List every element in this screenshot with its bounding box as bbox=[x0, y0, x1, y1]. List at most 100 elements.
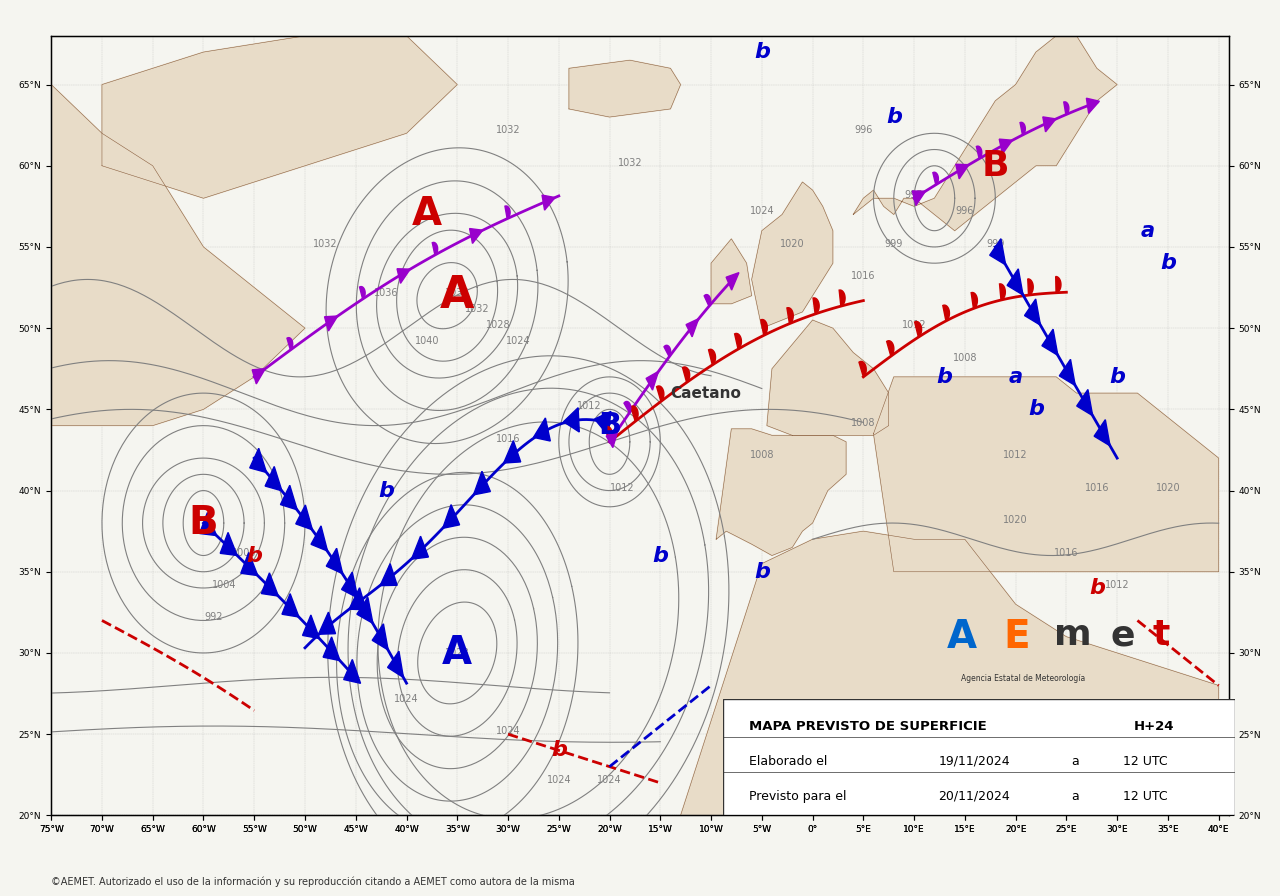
Polygon shape bbox=[943, 306, 950, 321]
Polygon shape bbox=[977, 146, 982, 159]
Text: b: b bbox=[1160, 254, 1176, 273]
Polygon shape bbox=[712, 239, 751, 304]
Polygon shape bbox=[1007, 269, 1023, 295]
Text: b: b bbox=[246, 546, 262, 565]
Polygon shape bbox=[380, 564, 397, 586]
Text: 1008: 1008 bbox=[952, 353, 977, 363]
Polygon shape bbox=[760, 320, 767, 335]
Text: ©AEMET. Autorizado el uso de la información y su reproducción citando a AEMET co: ©AEMET. Autorizado el uso de la informac… bbox=[51, 876, 575, 887]
Polygon shape bbox=[433, 243, 438, 255]
Text: A: A bbox=[440, 274, 475, 317]
Polygon shape bbox=[372, 624, 388, 650]
Polygon shape bbox=[326, 548, 343, 573]
Text: 1028: 1028 bbox=[485, 320, 511, 330]
Text: 1012: 1012 bbox=[577, 401, 602, 411]
Polygon shape bbox=[1094, 419, 1110, 446]
Polygon shape bbox=[1076, 390, 1093, 416]
Text: 1020: 1020 bbox=[780, 239, 805, 249]
Polygon shape bbox=[751, 182, 833, 328]
Polygon shape bbox=[241, 553, 257, 575]
Polygon shape bbox=[296, 505, 312, 530]
Polygon shape bbox=[1000, 284, 1005, 300]
Polygon shape bbox=[664, 345, 671, 357]
Polygon shape bbox=[595, 411, 611, 435]
Text: 1032: 1032 bbox=[314, 239, 338, 249]
Polygon shape bbox=[605, 426, 612, 442]
Polygon shape bbox=[360, 287, 365, 299]
Polygon shape bbox=[282, 594, 300, 617]
Text: t: t bbox=[1153, 618, 1170, 652]
Text: 19/11/2024: 19/11/2024 bbox=[938, 754, 1010, 768]
Polygon shape bbox=[504, 441, 521, 463]
Text: b: b bbox=[886, 107, 901, 127]
Text: 1016: 1016 bbox=[495, 434, 520, 444]
Polygon shape bbox=[265, 467, 282, 491]
Polygon shape bbox=[1064, 102, 1069, 115]
Polygon shape bbox=[956, 164, 969, 179]
FancyBboxPatch shape bbox=[723, 699, 1235, 815]
Polygon shape bbox=[972, 292, 978, 308]
Text: A: A bbox=[442, 634, 472, 672]
Text: 1012: 1012 bbox=[1105, 580, 1129, 590]
Text: 1016: 1016 bbox=[1084, 483, 1108, 493]
Text: b: b bbox=[1089, 578, 1105, 598]
Text: A: A bbox=[947, 618, 978, 656]
Polygon shape bbox=[302, 615, 320, 639]
Polygon shape bbox=[388, 651, 403, 677]
Text: 1028: 1028 bbox=[445, 648, 470, 658]
Polygon shape bbox=[813, 297, 819, 314]
Polygon shape bbox=[568, 60, 681, 117]
Text: 1036: 1036 bbox=[374, 288, 398, 297]
Polygon shape bbox=[1043, 116, 1056, 132]
Text: 1024: 1024 bbox=[598, 775, 622, 785]
Polygon shape bbox=[989, 238, 1006, 265]
Polygon shape bbox=[607, 428, 618, 448]
Polygon shape bbox=[915, 322, 922, 337]
Text: 1012: 1012 bbox=[902, 320, 927, 330]
Text: 1000: 1000 bbox=[232, 547, 256, 557]
Text: B: B bbox=[188, 504, 219, 542]
Polygon shape bbox=[859, 361, 867, 377]
Polygon shape bbox=[1028, 279, 1033, 295]
Polygon shape bbox=[344, 659, 361, 684]
Text: 992: 992 bbox=[205, 613, 223, 623]
Text: 1024: 1024 bbox=[750, 206, 774, 217]
Polygon shape bbox=[933, 172, 938, 185]
Polygon shape bbox=[1000, 139, 1012, 154]
Polygon shape bbox=[887, 340, 893, 357]
Polygon shape bbox=[1056, 277, 1061, 293]
Polygon shape bbox=[411, 536, 429, 559]
Text: 1024: 1024 bbox=[506, 336, 530, 347]
Text: 1004: 1004 bbox=[211, 580, 236, 590]
Text: b: b bbox=[653, 546, 668, 565]
Text: 1032: 1032 bbox=[495, 125, 521, 135]
Polygon shape bbox=[1060, 359, 1075, 385]
Text: 1012: 1012 bbox=[1004, 450, 1028, 460]
Text: 996: 996 bbox=[956, 206, 974, 217]
Polygon shape bbox=[623, 401, 631, 413]
Polygon shape bbox=[357, 598, 372, 624]
Text: a: a bbox=[1071, 789, 1079, 803]
Text: 12 UTC: 12 UTC bbox=[1123, 789, 1167, 803]
Text: b: b bbox=[937, 366, 952, 387]
Text: e: e bbox=[1111, 618, 1135, 652]
Polygon shape bbox=[873, 377, 1219, 572]
Polygon shape bbox=[397, 269, 410, 283]
Text: 1008: 1008 bbox=[851, 418, 876, 427]
Polygon shape bbox=[252, 368, 265, 384]
Polygon shape bbox=[311, 526, 328, 551]
Text: 1040: 1040 bbox=[415, 336, 439, 347]
Text: Agencia Estatal de Meteorología: Agencia Estatal de Meteorología bbox=[961, 674, 1085, 683]
Polygon shape bbox=[1020, 123, 1025, 135]
Polygon shape bbox=[682, 367, 690, 383]
Text: A: A bbox=[412, 195, 442, 234]
Text: 1016: 1016 bbox=[1055, 547, 1079, 557]
Text: 1032: 1032 bbox=[465, 304, 490, 314]
Polygon shape bbox=[787, 307, 794, 323]
Polygon shape bbox=[470, 228, 483, 244]
Text: Caetano: Caetano bbox=[671, 385, 741, 401]
Polygon shape bbox=[1024, 299, 1041, 325]
Polygon shape bbox=[349, 588, 366, 610]
Text: Previsto para el: Previsto para el bbox=[749, 789, 846, 803]
Polygon shape bbox=[840, 290, 845, 306]
